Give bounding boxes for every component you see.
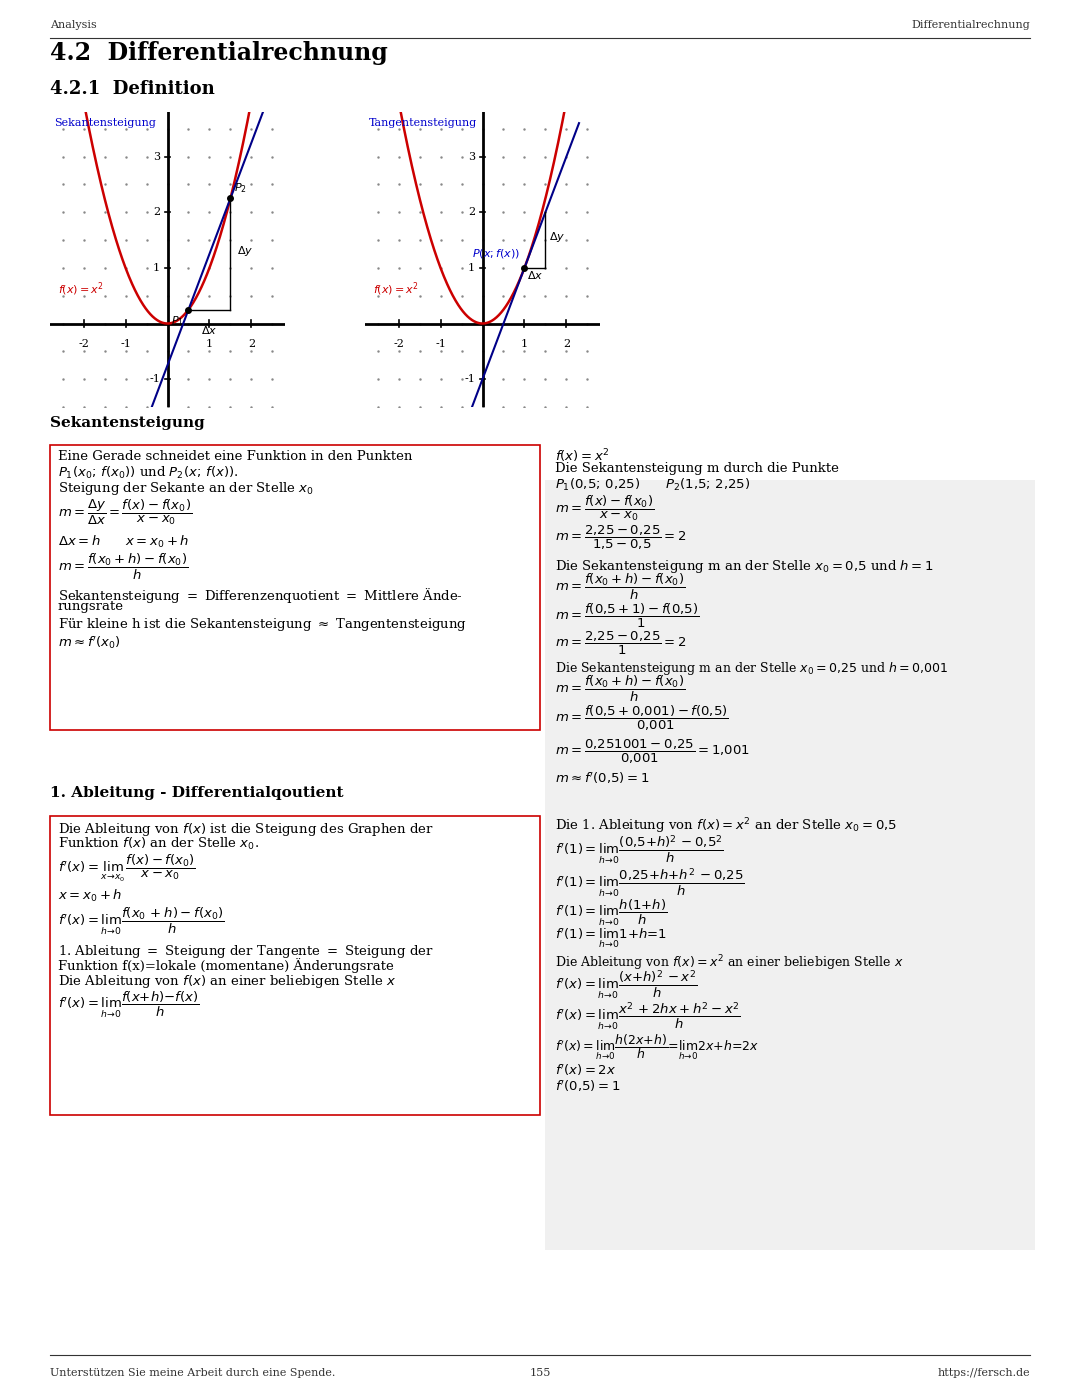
Text: 4.2.1  Definition: 4.2.1 Definition [50,80,215,98]
Text: Analysis: Analysis [50,20,97,29]
Text: Die Sekantensteigung m an der Stelle $x_0 = 0{,}5$ und $h = 1$: Die Sekantensteigung m an der Stelle $x_… [555,557,934,576]
Text: $f'(x) = \lim_{x \to x_0} \dfrac{f(x) - f(x_0)}{x - x_0}$: $f'(x) = \lim_{x \to x_0} \dfrac{f(x) - … [58,854,195,884]
Text: Die Ableitung von $f(x)$ an einer beliebigen Stelle $x$: Die Ableitung von $f(x)$ an einer belieb… [58,972,396,990]
Text: $m = \dfrac{f(x_0 + h) - f(x_0)}{h}$: $m = \dfrac{f(x_0 + h) - f(x_0)}{h}$ [58,552,188,583]
Text: Eine Gerade schneidet eine Funktion in den Punkten: Eine Gerade schneidet eine Funktion in d… [58,450,413,462]
Text: $m = \dfrac{2{,}25 - 0{,}25}{1{,}5 - 0{,}5} = 2$: $m = \dfrac{2{,}25 - 0{,}25}{1{,}5 - 0{,… [555,524,687,552]
Text: $x = x_0 + h$: $x = x_0 + h$ [58,888,122,904]
Text: $P_1$: $P_1$ [172,314,185,328]
Text: -1: -1 [120,339,131,349]
Bar [545,481,1035,900]
Text: $\Delta x$: $\Delta x$ [201,324,217,335]
Text: Funktion $f(x)$ an der Stelle $x_0$.: Funktion $f(x)$ an der Stelle $x_0$. [58,835,259,852]
Text: $f'(1) = \lim_{h \to 0} \dfrac{0{,}25 + h + h^2 - 0{,}25}{h}$: $f'(1) = \lim_{h \to 0} \dfrac{0{,}25 + … [555,866,744,898]
Text: rungsrate: rungsrate [58,599,124,613]
Text: $\Delta y$: $\Delta y$ [237,244,253,258]
Text: 2: 2 [248,339,255,349]
Text: $m \approx f'(0{,}5) = 1$: $m \approx f'(0{,}5) = 1$ [555,770,650,785]
Text: $m = \dfrac{f(0{,}5+0{,}001) - f(0{,}5)}{0{,}001}$: $m = \dfrac{f(0{,}5+0{,}001) - f(0{,}5)}… [555,704,729,733]
Text: $\Delta x = h \qquad x = x_0 + h$: $\Delta x = h \qquad x = x_0 + h$ [58,534,189,550]
Text: Die 1. Ableitung von $f(x) = x^2$ an der Stelle $x_0 = 0{,}5$: Die 1. Ableitung von $f(x) = x^2$ an der… [555,816,897,835]
Text: $\Delta y$: $\Delta y$ [549,231,565,244]
Text: Die Sekantensteigung m an der Stelle $x_0 = 0{,}25$ und $h = 0{,}001$: Die Sekantensteigung m an der Stelle $x_… [555,659,948,678]
Text: Sekantensteigung $=$ Differenzenquotient $=$ Mittlere Ände-: Sekantensteigung $=$ Differenzenquotient… [58,585,463,605]
Text: -1: -1 [149,374,160,384]
Bar [50,816,540,1115]
Text: Die Ableitung von $f(x)$ ist die Steigung des Graphen der: Die Ableitung von $f(x)$ ist die Steigun… [58,821,434,838]
Text: $m = \dfrac{f(x_0+h) - f(x_0)}{h}$: $m = \dfrac{f(x_0+h) - f(x_0)}{h}$ [555,571,686,602]
Text: $f'(1) = \lim_{h \to 0} \dfrac{(0{,}5+h)^2 - 0{,}5^2}{h}$: $f'(1) = \lim_{h \to 0} \dfrac{(0{,}5+h)… [555,833,724,866]
Text: 2: 2 [563,339,570,349]
Text: Unterstützen Sie meine Arbeit durch eine Spende.: Unterstützen Sie meine Arbeit durch eine… [50,1368,336,1377]
Text: https://fersch.de: https://fersch.de [937,1368,1030,1377]
Text: $f'(x) = \lim_{h \to 0} \dfrac{(x+h)^2 - x^2}{h}$: $f'(x) = \lim_{h \to 0} \dfrac{(x+h)^2 -… [555,968,698,1000]
Text: $P_2$: $P_2$ [233,182,246,196]
Text: $f(x) = x^2$: $f(x) = x^2$ [555,447,609,465]
Text: $f'(1) = \lim_{h \to 0} \dfrac{h(1+h)}{h}$: $f'(1) = \lim_{h \to 0} \dfrac{h(1+h)}{h… [555,898,667,928]
Text: $f'(x) = \lim_{h \to 0} \dfrac{x^2 + 2hx + h^2 - x^2}{h}$: $f'(x) = \lim_{h \to 0} \dfrac{x^2 + 2hx… [555,1000,741,1032]
Text: 1: 1 [206,339,213,349]
Text: 1: 1 [468,263,475,272]
Text: 1: 1 [153,263,160,272]
Text: $P(x;f(x))$: $P(x;f(x))$ [472,246,521,260]
Text: Die Sekantensteigung m durch die Punkte: Die Sekantensteigung m durch die Punkte [555,462,839,475]
Text: $m = \dfrac{f(0{,}5+1) - f(0{,}5)}{1}$: $m = \dfrac{f(0{,}5+1) - f(0{,}5)}{1}$ [555,602,699,630]
Text: $m = \dfrac{f(x) - f(x_0)}{x - x_0}$: $m = \dfrac{f(x) - f(x_0)}{x - x_0}$ [555,495,654,524]
Bar [50,446,540,731]
Text: 2: 2 [468,207,475,217]
Text: -2: -2 [78,339,89,349]
Text: $f'(1) = \lim_{h \to 0} 1 + h = 1$: $f'(1) = \lim_{h \to 0} 1 + h = 1$ [555,926,667,950]
Text: $f(x)=x^2$: $f(x)=x^2$ [58,281,105,298]
Text: $f'(x) = \lim_{h \to 0} \dfrac{h(2x+h)}{h} = \lim_{h \to 0} 2x + h = 2x$: $f'(x) = \lim_{h \to 0} \dfrac{h(2x+h)}{… [555,1032,759,1062]
Text: 1. Ableitung - Differentialqoutient: 1. Ableitung - Differentialqoutient [50,787,343,800]
Text: Funktion f(x)=lokale (momentane) Änderungsrate: Funktion f(x)=lokale (momentane) Änderun… [58,958,394,972]
Text: 4.2  Differentialrechnung: 4.2 Differentialrechnung [50,41,388,66]
Text: Sekantensteigung: Sekantensteigung [54,117,157,127]
Text: Tangentensteigung: Tangentensteigung [369,117,477,127]
Text: Steigung der Sekante an der Stelle $x_0$: Steigung der Sekante an der Stelle $x_0$ [58,481,313,497]
Text: $f'(x) = 2x$: $f'(x) = 2x$ [555,1063,617,1078]
Text: $\Delta x$: $\Delta x$ [527,270,543,281]
Text: $P_1(x_0;\, f(x_0))$ und $P_2(x;\, f(x))$.: $P_1(x_0;\, f(x_0))$ und $P_2(x;\, f(x))… [58,465,239,481]
Text: Die Ableitung von $f(x) = x^2$ an einer beliebigen Stelle $x$: Die Ableitung von $f(x) = x^2$ an einer … [555,953,904,972]
Text: Sekantensteigung: Sekantensteigung [50,416,205,430]
Text: -2: -2 [393,339,404,349]
Text: 2: 2 [153,207,160,217]
Text: 155: 155 [529,1368,551,1377]
Text: $P_1(0{,}5;\, 0{,}25) \qquad P_2(1{,}5;\, 2{,}25)$: $P_1(0{,}5;\, 0{,}25) \qquad P_2(1{,}5;\… [555,476,751,493]
Text: -1: -1 [464,374,475,384]
Text: $m \approx f'(x_0)$: $m \approx f'(x_0)$ [58,634,121,651]
Text: $f'(0{,}5) = 1$: $f'(0{,}5) = 1$ [555,1078,621,1094]
Bar [545,810,1035,1250]
Text: Für kleine h ist die Sekantensteigung $\approx$ Tangentensteigung: Für kleine h ist die Sekantensteigung $\… [58,616,467,633]
Text: $f'(x) = \lim_{h \to 0} \dfrac{f(x+h) - f(x)}{h}$: $f'(x) = \lim_{h \to 0} \dfrac{f(x+h) - … [58,990,200,1020]
Text: 3: 3 [468,151,475,162]
Text: 1: 1 [521,339,528,349]
Text: Differentialrechnung: Differentialrechnung [912,20,1030,29]
Text: $m = \dfrac{2{,}25 - 0{,}25}{1} = 2$: $m = \dfrac{2{,}25 - 0{,}25}{1} = 2$ [555,630,687,657]
Text: $m = \dfrac{f(x_0+h) - f(x_0)}{h}$: $m = \dfrac{f(x_0+h) - f(x_0)}{h}$ [555,673,686,704]
Text: $f(x)=x^2$: $f(x)=x^2$ [374,281,419,298]
Text: 3: 3 [153,151,160,162]
Text: 1. Ableitung $=$ Steigung der Tangente $=$ Steigung der: 1. Ableitung $=$ Steigung der Tangente $… [58,943,434,960]
Text: -1: -1 [435,339,446,349]
Text: $m = \dfrac{0{,}251001 - 0{,}25}{0{,}001} = 1{,}001$: $m = \dfrac{0{,}251001 - 0{,}25}{0{,}001… [555,738,750,766]
Text: $m = \dfrac{\Delta y}{\Delta x} = \dfrac{f(x) - f(x_0)}{x - x_0}$: $m = \dfrac{\Delta y}{\Delta x} = \dfrac… [58,497,192,527]
Text: $f'(x) = \lim_{h \to 0} \dfrac{f(x_0+h) - f(x_0)}{h}$: $f'(x) = \lim_{h \to 0} \dfrac{f(x_0+h) … [58,907,225,937]
